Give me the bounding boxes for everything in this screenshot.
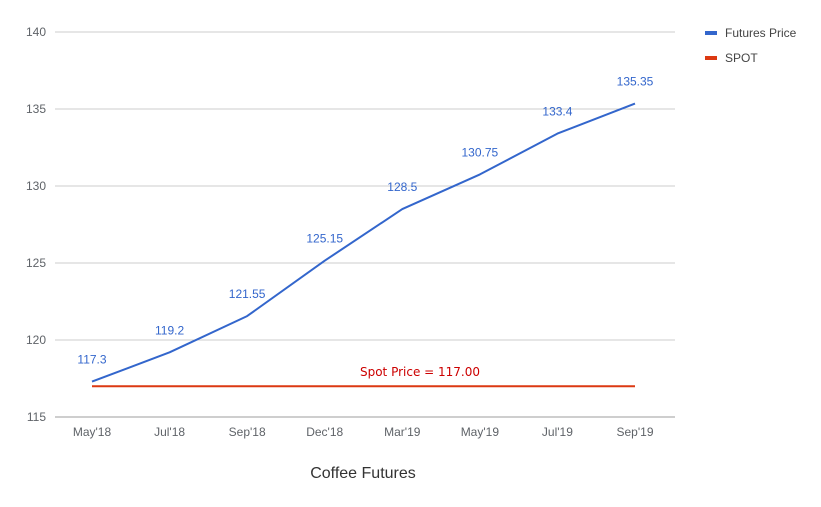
data-label: 130.75 bbox=[462, 145, 499, 159]
data-point bbox=[90, 384, 94, 388]
data-label: 117.3 bbox=[77, 353, 106, 367]
data-point bbox=[90, 380, 94, 384]
data-point bbox=[555, 132, 559, 136]
x-tick-label: Sep'19 bbox=[617, 425, 654, 439]
data-point bbox=[245, 314, 249, 318]
data-point bbox=[323, 259, 327, 263]
x-tick-label: May'19 bbox=[461, 425, 500, 439]
gridlines bbox=[55, 31, 675, 418]
data-point bbox=[400, 384, 404, 388]
series-line-futures-price bbox=[91, 102, 636, 383]
y-tick-label: 130 bbox=[26, 179, 46, 193]
data-points bbox=[90, 102, 637, 389]
x-tick-label: Jul'19 bbox=[542, 425, 573, 439]
x-tick-label: Mar'19 bbox=[384, 425, 421, 439]
x-tick-label: Sep'18 bbox=[229, 425, 266, 439]
x-tick-label: Dec'18 bbox=[306, 425, 343, 439]
data-point bbox=[168, 384, 172, 388]
x-tick-label: Jul'18 bbox=[154, 425, 185, 439]
series-lines bbox=[91, 102, 636, 388]
data-point bbox=[400, 207, 404, 211]
legend-swatch bbox=[705, 56, 717, 60]
legend-label: SPOT bbox=[725, 51, 758, 65]
data-labels: 117.3 119.2 121.55 125.15 128.5 130.75 133.4 13… bbox=[77, 75, 653, 367]
data-point bbox=[633, 102, 637, 106]
data-point bbox=[478, 384, 482, 388]
x-tick-label: May'18 bbox=[73, 425, 112, 439]
data-point bbox=[555, 384, 559, 388]
data-label: 135.35 bbox=[617, 75, 654, 89]
y-tick-label: 115 bbox=[27, 410, 46, 424]
data-label: 128.5 bbox=[387, 180, 417, 194]
data-label: 119.2 bbox=[155, 323, 184, 337]
legend-swatch bbox=[705, 31, 717, 35]
data-point bbox=[633, 384, 637, 388]
data-point bbox=[323, 384, 327, 388]
legend-label: Futures Price bbox=[725, 26, 797, 40]
legend: Futures Price SPOT bbox=[705, 26, 797, 65]
y-tick-label: 125 bbox=[26, 256, 46, 270]
y-tick-label: 135 bbox=[26, 102, 46, 116]
x-axis-title: Coffee Futures bbox=[310, 465, 416, 482]
x-axis-ticks: May'18 Jul'18 Sep'18 Dec'18 Mar'19 May'19 Jul'… bbox=[73, 425, 654, 439]
data-label: 121.55 bbox=[229, 287, 266, 301]
data-point bbox=[245, 384, 249, 388]
y-tick-label: 120 bbox=[26, 333, 46, 347]
spot-price-annotation: Spot Price = 117.00 bbox=[360, 365, 480, 379]
data-label: 133.4 bbox=[542, 105, 572, 119]
y-tick-label: 140 bbox=[26, 25, 46, 39]
data-point bbox=[168, 350, 172, 354]
data-label: 125.15 bbox=[306, 232, 343, 246]
y-axis-ticks: 115 120 125 130 135 140 bbox=[26, 25, 46, 424]
data-point bbox=[478, 172, 482, 176]
